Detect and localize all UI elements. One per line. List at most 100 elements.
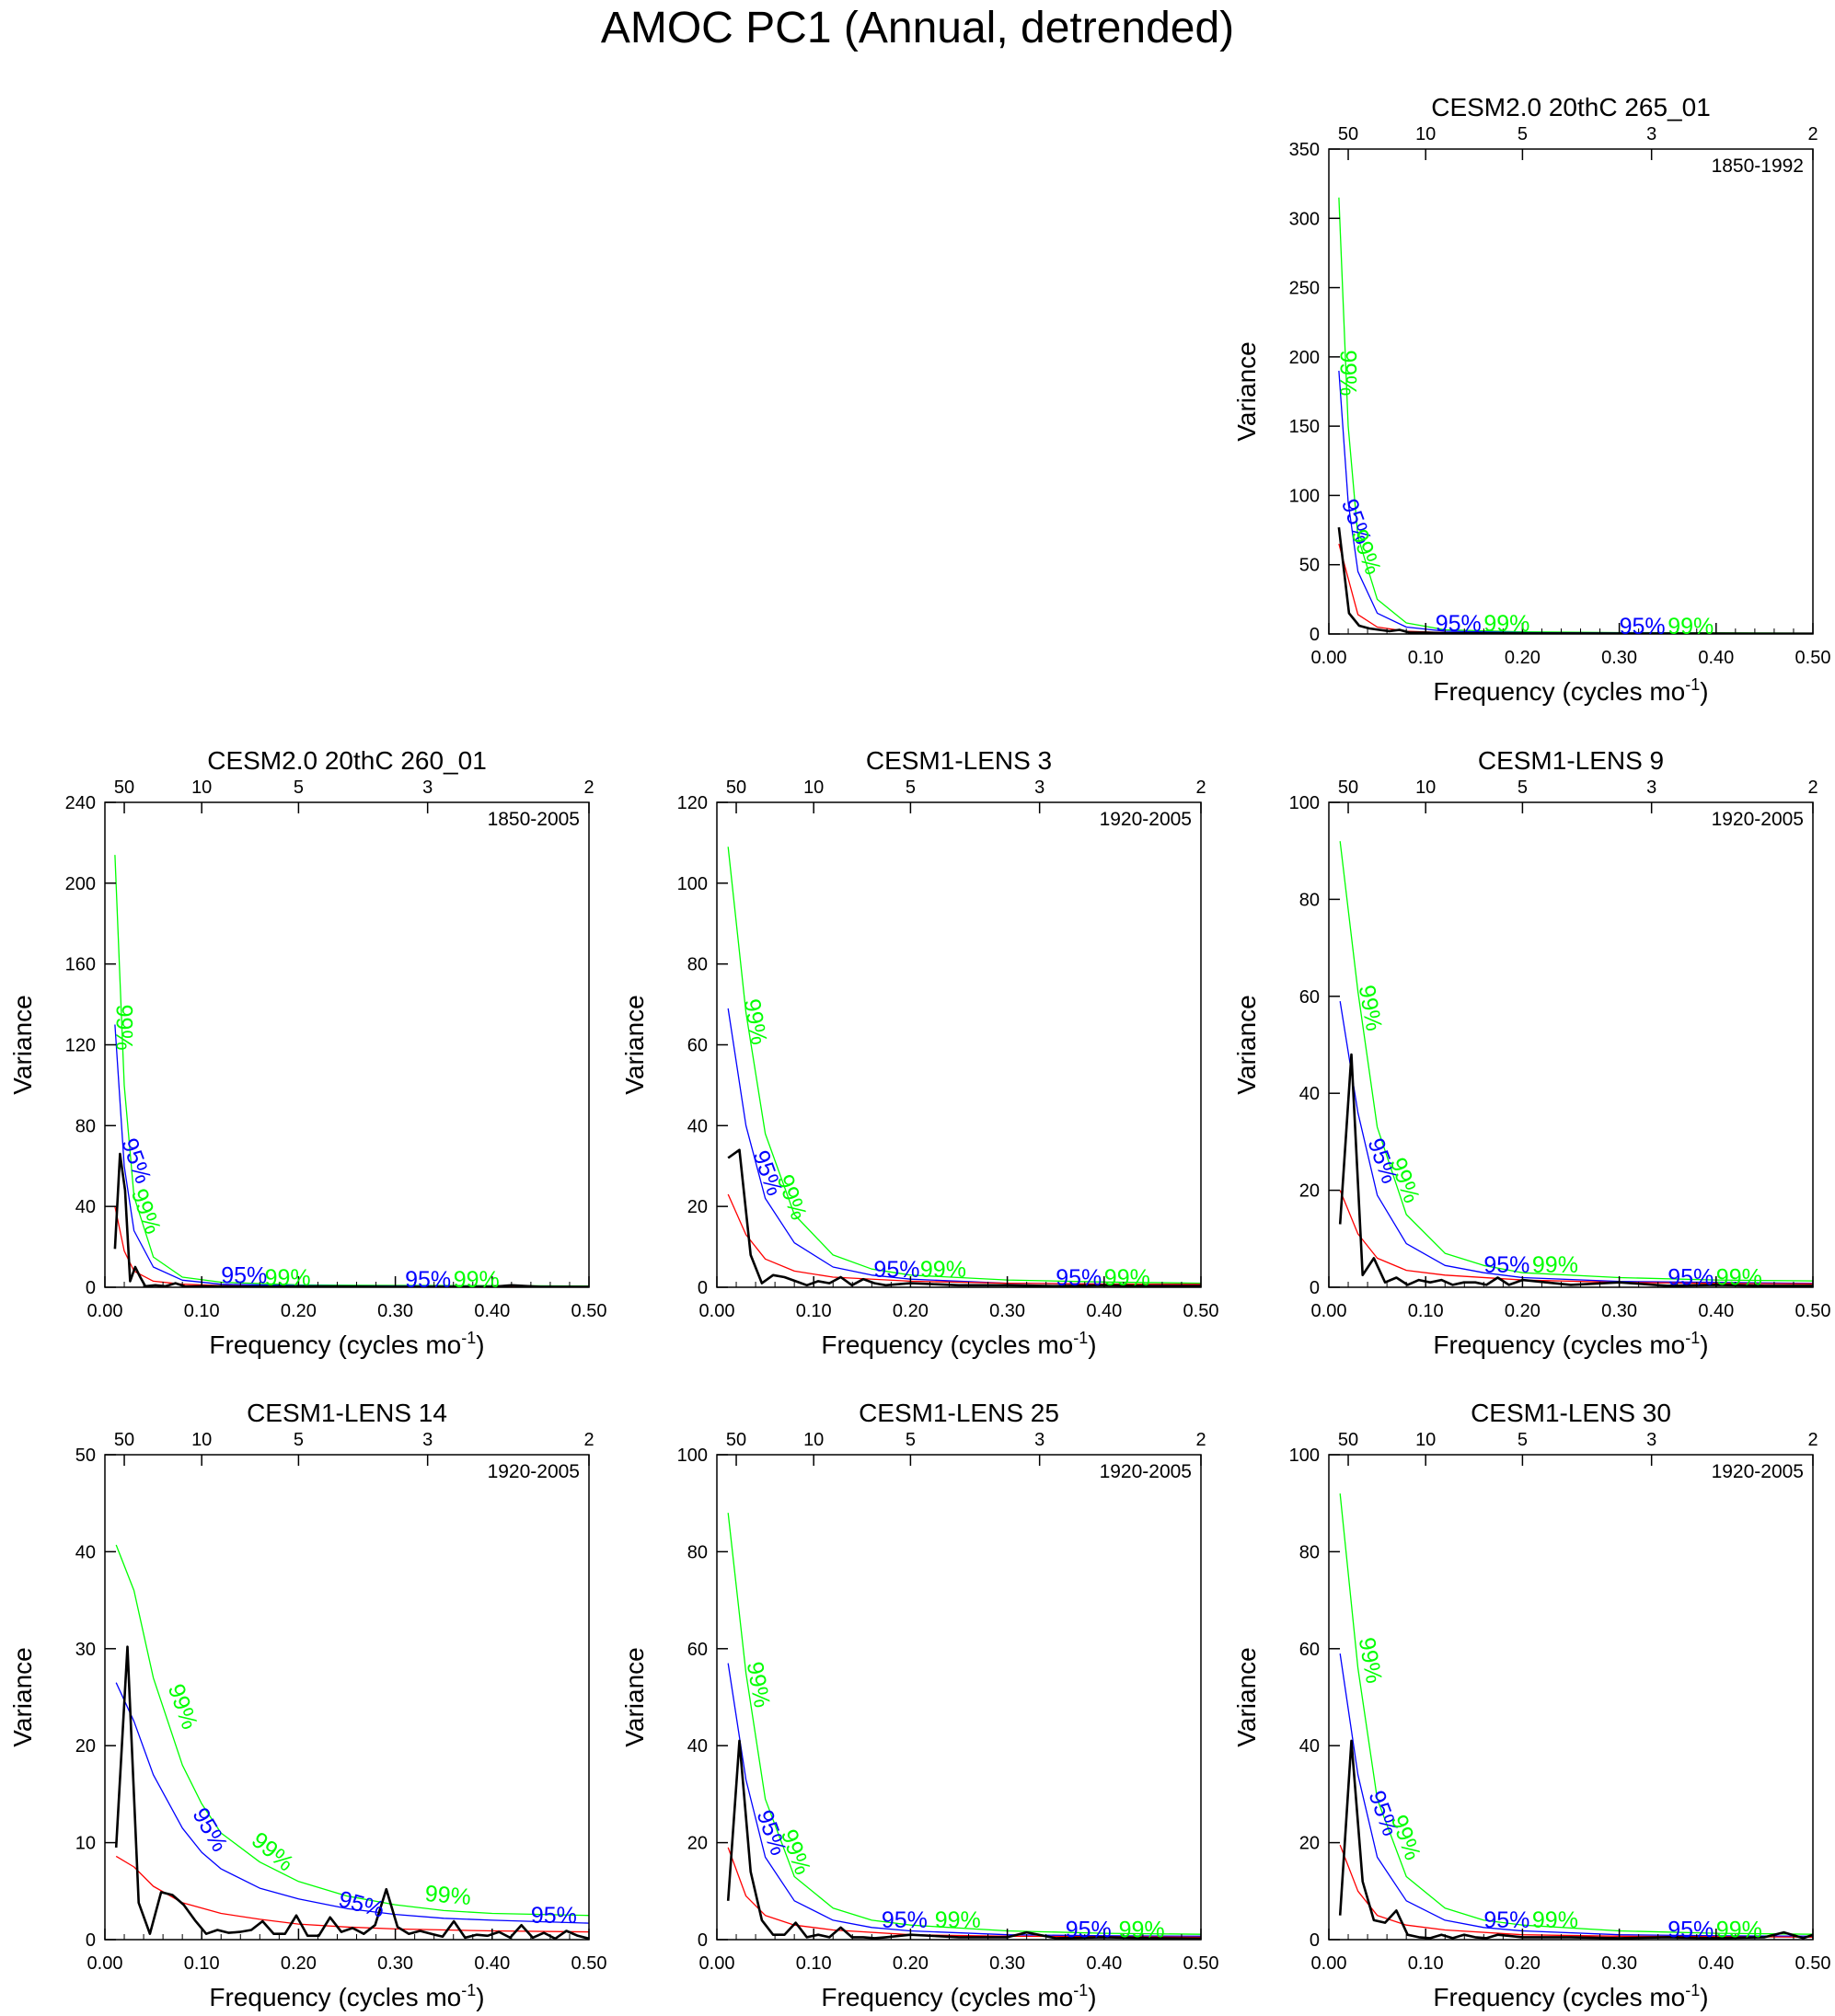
- y-tick-label: 80: [687, 955, 708, 975]
- y-tick-label: 40: [687, 1116, 708, 1136]
- top-period-label: 2: [1195, 1430, 1206, 1450]
- x-tick-label: 0.40: [1698, 1301, 1734, 1321]
- x-tick-label: 0.30: [1601, 648, 1637, 668]
- series-line-red-noise: [1339, 1190, 1813, 1284]
- y-tick-label: 20: [1299, 1834, 1320, 1854]
- confidence-label: 99%: [739, 996, 772, 1046]
- x-tick-label: 0.40: [1698, 648, 1734, 668]
- x-axis-label-text: Frequency (cycles mo: [821, 1331, 1073, 1359]
- confidence-label: 95%: [1483, 1252, 1529, 1278]
- x-tick-label: 0.20: [281, 1953, 317, 1974]
- x-axis-label-text: Frequency (cycles mo: [209, 1983, 461, 2011]
- panel-title: CESM1-LENS 3: [866, 746, 1052, 775]
- series-line-99pct-confidence: [727, 847, 1201, 1284]
- confidence-label: 99%: [742, 1660, 775, 1710]
- series-line-99pct-confidence: [1338, 197, 1813, 634]
- confidence-label: 95%: [1483, 1907, 1529, 1933]
- top-period-label: 5: [294, 778, 304, 798]
- x-axis-label-text: Frequency (cycles mo: [1433, 1331, 1685, 1359]
- y-axis-label: Variance: [1232, 995, 1261, 1094]
- series-group: [114, 1544, 589, 1940]
- series-line-95pct-confidence: [727, 1663, 1201, 1937]
- y-tick-label: 50: [75, 1446, 96, 1466]
- confidence-label: 95%: [1620, 614, 1666, 639]
- y-tick-label: 0: [1310, 625, 1320, 645]
- top-period-label: 50: [1338, 1430, 1358, 1450]
- series-group: [727, 847, 1201, 1287]
- top-period-label: 2: [1807, 778, 1818, 798]
- x-tick-label: 0.10: [184, 1301, 220, 1321]
- x-tick-label: 0.50: [1795, 1301, 1831, 1321]
- top-period-label: 3: [422, 1430, 433, 1450]
- series-group: [1338, 841, 1813, 1287]
- confidence-label: 95%: [1668, 1264, 1714, 1290]
- x-tick-label: 0.10: [184, 1953, 220, 1974]
- confidence-label: 99%: [1354, 1635, 1387, 1685]
- top-period-label: 3: [1034, 1430, 1044, 1450]
- series-line-95pct-confidence: [1339, 1653, 1813, 1937]
- top-period-label: 2: [583, 1430, 594, 1450]
- series-line-95pct-confidence: [1339, 1000, 1813, 1284]
- y-tick-label: 20: [75, 1736, 96, 1757]
- x-axis-label: Frequency (cycles mo-1): [1433, 1981, 1708, 2011]
- panel-title: CESM1-LENS 14: [247, 1399, 447, 1427]
- y-tick-label: 40: [75, 1197, 96, 1217]
- y-tick-label: 100: [677, 874, 708, 894]
- x-tick-label: 0.30: [377, 1301, 413, 1321]
- confidence-label: 99%: [1483, 611, 1529, 637]
- x-axis-label-close: ): [1088, 1983, 1096, 2011]
- y-tick-label: 150: [1289, 417, 1320, 437]
- top-period-label: 10: [1415, 124, 1436, 144]
- top-period-label: 5: [906, 778, 916, 798]
- x-axis-label-text: Frequency (cycles mo: [1433, 1983, 1685, 2011]
- x-tick-label: 0.50: [1795, 1953, 1831, 1974]
- y-tick-label: 60: [687, 1640, 708, 1660]
- series-line-red-noise: [1338, 543, 1813, 634]
- y-tick-label: 100: [677, 1446, 708, 1466]
- y-tick-label: 80: [1299, 890, 1320, 910]
- chart-panel-4: CESM1-LENS 9 1920-2005 0.00 0.10 0.20 0.30 0.4…: [1232, 746, 1830, 1359]
- x-tick-label: 0.50: [571, 1953, 607, 1974]
- x-tick-label: 0.30: [1601, 1301, 1637, 1321]
- top-period-label: 5: [906, 1430, 916, 1450]
- x-tick-label: 0.40: [1086, 1953, 1122, 1974]
- top-period-label: 5: [1518, 778, 1528, 798]
- y-axis-label: Variance: [8, 1647, 37, 1746]
- confidence-label: 99%: [772, 1171, 812, 1224]
- confidence-label: 95%: [1056, 1265, 1102, 1291]
- confidence-label: 99%: [1716, 1917, 1762, 1942]
- x-tick-label: 0.40: [474, 1953, 510, 1974]
- confidence-label: 95%: [187, 1803, 232, 1856]
- y-tick-label: 40: [75, 1542, 96, 1562]
- y-tick-label: 40: [1299, 1084, 1320, 1104]
- series-line-99pct-confidence: [727, 1513, 1201, 1935]
- top-period-label: 5: [294, 1430, 304, 1450]
- y-tick-label: 0: [1310, 1930, 1320, 1951]
- period-label: 1920-2005: [488, 1461, 580, 1482]
- axes-frame: [104, 801, 590, 1288]
- chart-panel-1: CESM2.0 20thC 265_01 1850-1992 0.00 0.10 0.2…: [1232, 93, 1830, 706]
- series-line-95pct-confidence: [1338, 370, 1813, 634]
- series-line-95pct-confidence: [114, 1024, 589, 1287]
- period-label: 1850-1992: [1712, 156, 1804, 177]
- y-tick-label: 60: [1299, 987, 1320, 1008]
- x-tick-label: 0.00: [699, 1953, 735, 1974]
- x-axis-label-close: ): [476, 1983, 484, 2011]
- x-axis-label-superscript: -1: [1685, 675, 1700, 694]
- x-tick-label: 0.20: [1505, 648, 1541, 668]
- series-line-spectrum: [1338, 1739, 1813, 1940]
- y-tick-label: 0: [86, 1278, 96, 1298]
- confidence-label: 95%: [531, 1903, 577, 1929]
- top-period-label: 10: [1415, 778, 1436, 798]
- series-line-red-noise: [115, 1855, 589, 1933]
- top-period-label: 50: [726, 1430, 746, 1450]
- confidence-label: 95%: [873, 1257, 919, 1283]
- x-tick-label: 0.30: [1601, 1953, 1637, 1974]
- confidence-label: 99%: [454, 1267, 500, 1293]
- x-axis-label-superscript: -1: [1073, 1329, 1088, 1347]
- y-tick-label: 0: [86, 1930, 96, 1951]
- y-tick-label: 10: [75, 1834, 96, 1854]
- x-tick-label: 0.50: [1183, 1301, 1219, 1321]
- top-period-label: 10: [191, 1430, 212, 1450]
- x-tick-label: 0.30: [989, 1953, 1025, 1974]
